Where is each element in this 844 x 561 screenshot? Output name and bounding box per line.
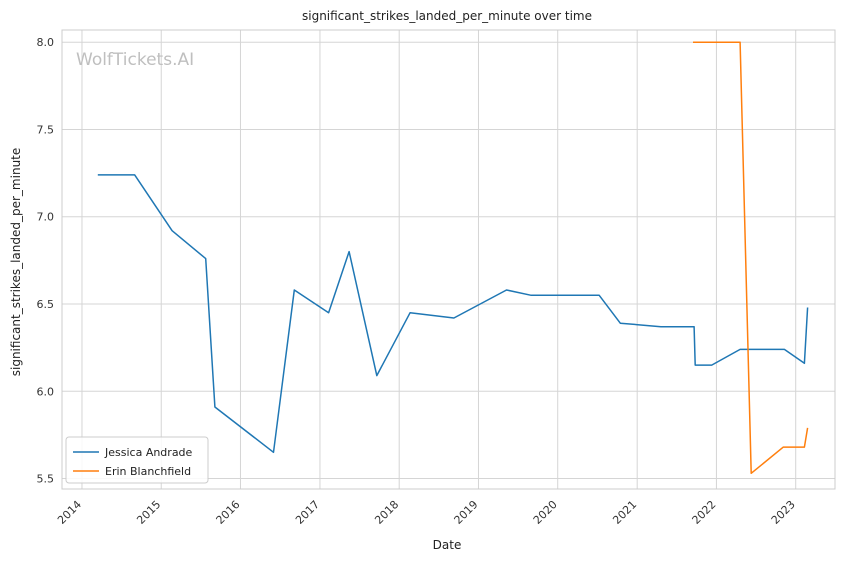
chart-title: significant_strikes_landed_per_minute ov… [302,9,592,23]
y-tick-label-8.0: 8.0 [37,36,55,49]
series-line-erin-blanchfield [693,41,809,475]
legend-label-erin-blanchfield: Erin Blanchfield [105,465,191,478]
x-axis-label: Date [433,538,462,552]
y-tick-label-6.5: 6.5 [37,298,55,311]
x-axis-ticks: 2014 2015 2016 2017 2018 2019 2020 2021 2022 2023 [55,498,798,527]
y-tick-label-6.0: 6.0 [37,385,55,398]
y-tick-label-7.0: 7.0 [37,211,55,224]
watermark-text: WolfTickets.AI [76,50,194,70]
plot-area-border [61,29,836,490]
y-axis-label: significant_strikes_landed_per_minute [9,148,23,377]
y-tick-label-5.5: 5.5 [37,473,55,486]
legend-box [65,436,209,484]
legend: Jessica Andrade Erin Blanchfield [65,436,209,484]
y-tick-label-7.5: 7.5 [37,123,55,136]
legend-label-jessica-andrade: Jessica Andrade [104,446,193,459]
plot-frame [61,29,836,490]
grid [62,30,835,489]
series-lines [97,41,809,475]
series-line-jessica-andrade [97,174,809,454]
y-axis-ticks: 5.5 6.0 6.5 7.0 7.5 8.0 [37,36,55,485]
